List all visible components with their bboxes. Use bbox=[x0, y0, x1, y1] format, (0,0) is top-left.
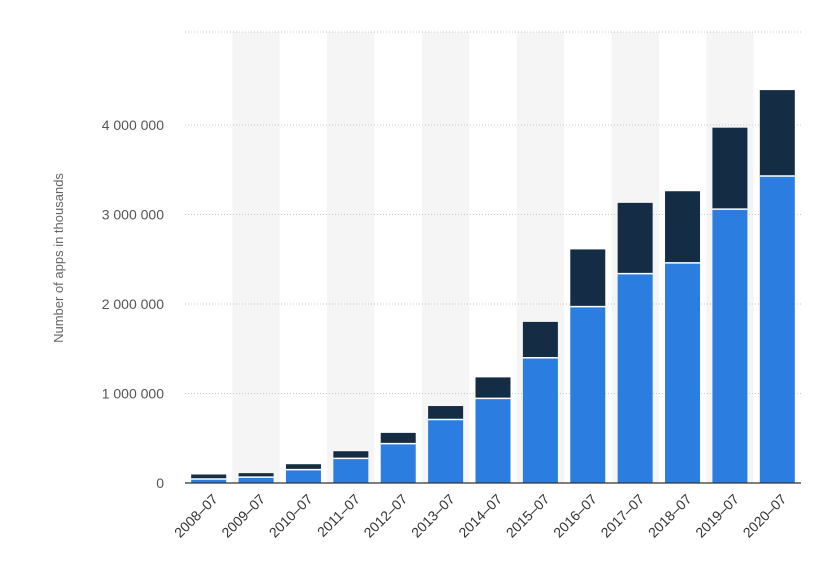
bar-segment-upper[interactable] bbox=[759, 90, 795, 177]
bar-segment-upper[interactable] bbox=[712, 127, 748, 210]
x-tick-label: 2016–07 bbox=[550, 491, 600, 541]
bar-segment-lower[interactable] bbox=[475, 398, 511, 483]
bar-segment-upper[interactable] bbox=[238, 473, 274, 478]
bar-segment-upper[interactable] bbox=[475, 377, 511, 399]
x-tick-label: 2011–07 bbox=[314, 491, 363, 540]
x-tick-label: 2020–07 bbox=[740, 491, 790, 541]
bar-segment-lower[interactable] bbox=[665, 262, 701, 483]
y-tick-labels: 0 1 000 000 2 000 000 3 000 000 4 000 000 bbox=[102, 117, 165, 491]
bar-segment-upper[interactable] bbox=[380, 432, 416, 444]
y-tick-label: 2 000 000 bbox=[102, 296, 164, 312]
y-tick-label: 0 bbox=[156, 475, 164, 491]
bar-segment-upper[interactable] bbox=[191, 474, 227, 479]
bar-segment-lower[interactable] bbox=[238, 477, 274, 483]
bar-segment-upper[interactable] bbox=[333, 451, 369, 459]
x-tick-label: 2017–07 bbox=[597, 491, 647, 541]
background-band bbox=[327, 32, 375, 483]
y-tick-label: 1 000 000 bbox=[102, 386, 164, 402]
x-tick-label: 2013–07 bbox=[408, 491, 458, 541]
bar-segment-lower[interactable] bbox=[522, 357, 558, 483]
x-tick-label: 2009–07 bbox=[218, 491, 268, 541]
x-tick-label: 2015–07 bbox=[503, 491, 553, 541]
background-band bbox=[232, 32, 280, 483]
x-tick-label: 2019–07 bbox=[692, 491, 742, 541]
bar-segment-lower[interactable] bbox=[380, 443, 416, 483]
bar-segment-lower[interactable] bbox=[759, 176, 795, 483]
bars bbox=[191, 90, 795, 483]
bar-segment-lower[interactable] bbox=[617, 273, 653, 483]
x-tick-labels: 2008–072009–072010–072011–072012–072013–… bbox=[171, 491, 790, 541]
x-tick-label: 2014–07 bbox=[455, 491, 505, 541]
bar-segment-upper[interactable] bbox=[665, 191, 701, 263]
bar-segment-lower[interactable] bbox=[428, 419, 464, 483]
bar-segment-lower[interactable] bbox=[191, 478, 227, 483]
bar-segment-upper[interactable] bbox=[285, 464, 321, 470]
x-tick-label: 2012–07 bbox=[360, 491, 410, 541]
x-tick-label: 2018–07 bbox=[645, 491, 695, 541]
y-tick-label: 4 000 000 bbox=[102, 117, 164, 133]
bar-segment-lower[interactable] bbox=[570, 306, 606, 483]
bar-segment-lower[interactable] bbox=[333, 458, 369, 483]
bar-segment-upper[interactable] bbox=[522, 321, 558, 358]
bar-segment-upper[interactable] bbox=[428, 406, 464, 420]
bar-segment-lower[interactable] bbox=[712, 209, 748, 483]
x-tick-label: 2008–07 bbox=[171, 491, 221, 541]
y-tick-label: 3 000 000 bbox=[102, 207, 164, 223]
bar-segment-lower[interactable] bbox=[285, 469, 321, 483]
y-axis-title: Number of apps in thousands bbox=[51, 173, 66, 343]
x-tick-label: 2010–07 bbox=[266, 491, 316, 541]
bar-segment-upper[interactable] bbox=[570, 249, 606, 307]
bar-segment-upper[interactable] bbox=[617, 202, 653, 274]
